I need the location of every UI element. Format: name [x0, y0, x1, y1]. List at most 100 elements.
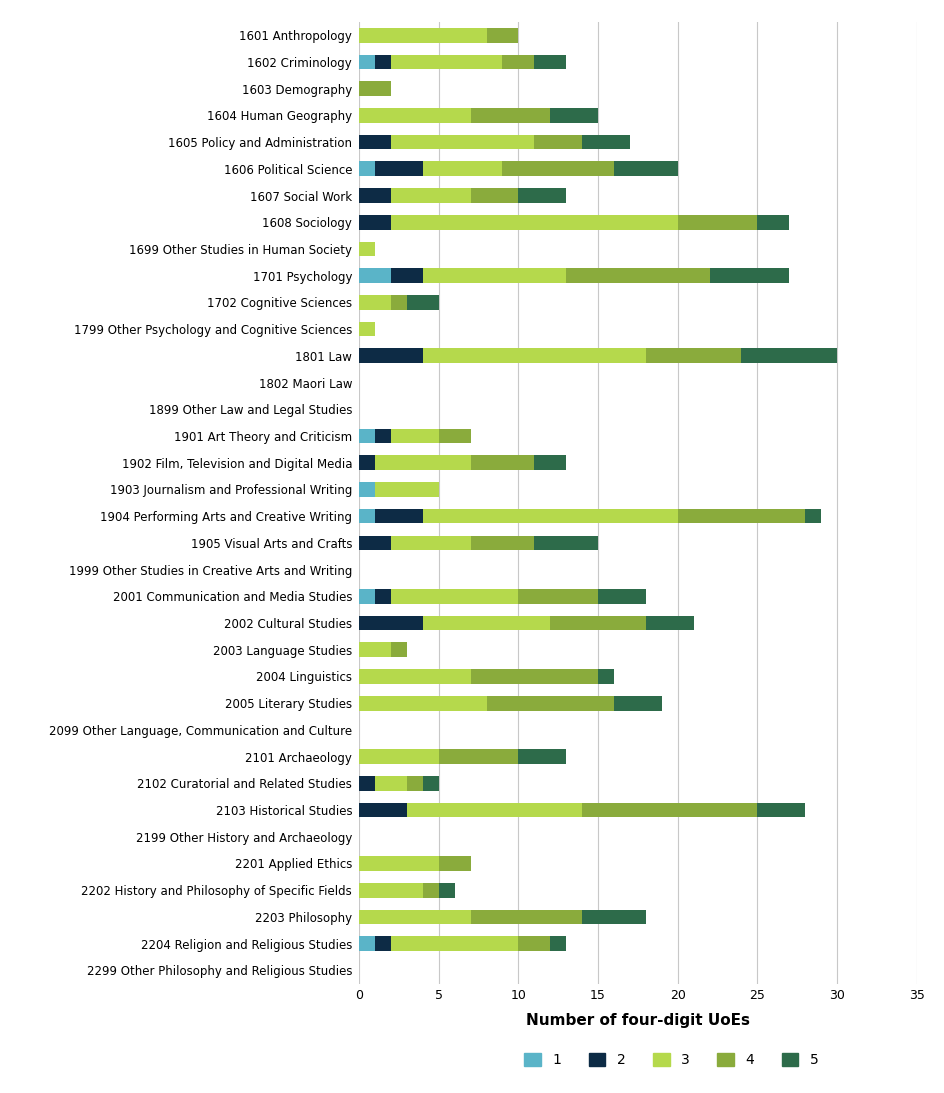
- Bar: [470, 188, 518, 203]
- Bar: [359, 134, 391, 150]
- Bar: [359, 55, 375, 69]
- Bar: [422, 349, 645, 363]
- Bar: [359, 509, 375, 524]
- Bar: [582, 802, 756, 818]
- Bar: [375, 509, 422, 524]
- Bar: [391, 215, 677, 230]
- Bar: [391, 55, 502, 69]
- Bar: [645, 349, 741, 363]
- Bar: [470, 108, 549, 122]
- Bar: [359, 883, 422, 897]
- Bar: [502, 55, 533, 69]
- Bar: [359, 428, 375, 444]
- Bar: [422, 162, 502, 176]
- Bar: [359, 536, 391, 550]
- Bar: [391, 536, 470, 550]
- Bar: [518, 188, 565, 203]
- Bar: [359, 269, 391, 283]
- Bar: [375, 589, 391, 603]
- Bar: [709, 269, 788, 283]
- X-axis label: Number of four-digit UoEs: Number of four-digit UoEs: [525, 1013, 750, 1027]
- Bar: [359, 669, 470, 684]
- Bar: [375, 456, 470, 470]
- Bar: [391, 937, 518, 951]
- Legend: 1, 2, 3, 4, 5: 1, 2, 3, 4, 5: [524, 1054, 818, 1067]
- Bar: [359, 28, 486, 43]
- Bar: [375, 937, 391, 951]
- Bar: [375, 776, 407, 790]
- Bar: [391, 589, 518, 603]
- Bar: [486, 28, 518, 43]
- Bar: [391, 428, 438, 444]
- Bar: [359, 696, 486, 710]
- Bar: [549, 615, 645, 631]
- Bar: [359, 215, 391, 230]
- Bar: [359, 856, 438, 871]
- Bar: [438, 428, 470, 444]
- Bar: [470, 669, 598, 684]
- Bar: [422, 615, 549, 631]
- Bar: [359, 750, 438, 764]
- Bar: [533, 536, 598, 550]
- Bar: [359, 643, 391, 657]
- Bar: [741, 349, 836, 363]
- Bar: [359, 456, 375, 470]
- Bar: [359, 321, 375, 337]
- Bar: [359, 242, 375, 257]
- Bar: [359, 776, 375, 790]
- Bar: [438, 883, 454, 897]
- Bar: [359, 937, 375, 951]
- Bar: [407, 802, 582, 818]
- Bar: [518, 937, 549, 951]
- Bar: [804, 509, 820, 524]
- Bar: [422, 509, 677, 524]
- Bar: [533, 456, 565, 470]
- Bar: [359, 81, 391, 96]
- Bar: [582, 134, 630, 150]
- Bar: [470, 456, 533, 470]
- Bar: [565, 269, 709, 283]
- Bar: [518, 750, 565, 764]
- Bar: [359, 162, 375, 176]
- Bar: [677, 509, 804, 524]
- Bar: [614, 162, 677, 176]
- Bar: [677, 215, 756, 230]
- Bar: [359, 295, 391, 309]
- Bar: [549, 108, 598, 122]
- Bar: [359, 589, 375, 603]
- Bar: [391, 134, 533, 150]
- Bar: [391, 269, 422, 283]
- Bar: [375, 55, 391, 69]
- Bar: [756, 215, 788, 230]
- Bar: [438, 856, 470, 871]
- Bar: [422, 269, 565, 283]
- Bar: [359, 802, 407, 818]
- Bar: [359, 482, 375, 496]
- Bar: [407, 295, 438, 309]
- Bar: [391, 295, 407, 309]
- Bar: [375, 162, 422, 176]
- Bar: [438, 750, 518, 764]
- Bar: [391, 643, 407, 657]
- Bar: [359, 188, 391, 203]
- Bar: [470, 536, 533, 550]
- Bar: [533, 55, 565, 69]
- Bar: [407, 776, 422, 790]
- Bar: [598, 589, 645, 603]
- Bar: [375, 482, 438, 496]
- Bar: [422, 883, 438, 897]
- Bar: [533, 134, 582, 150]
- Bar: [391, 188, 470, 203]
- Bar: [359, 108, 470, 122]
- Bar: [359, 909, 470, 925]
- Bar: [582, 909, 645, 925]
- Bar: [375, 428, 391, 444]
- Bar: [645, 615, 693, 631]
- Bar: [549, 937, 565, 951]
- Bar: [470, 909, 582, 925]
- Bar: [359, 615, 422, 631]
- Bar: [756, 802, 804, 818]
- Bar: [598, 669, 614, 684]
- Bar: [614, 696, 661, 710]
- Bar: [502, 162, 614, 176]
